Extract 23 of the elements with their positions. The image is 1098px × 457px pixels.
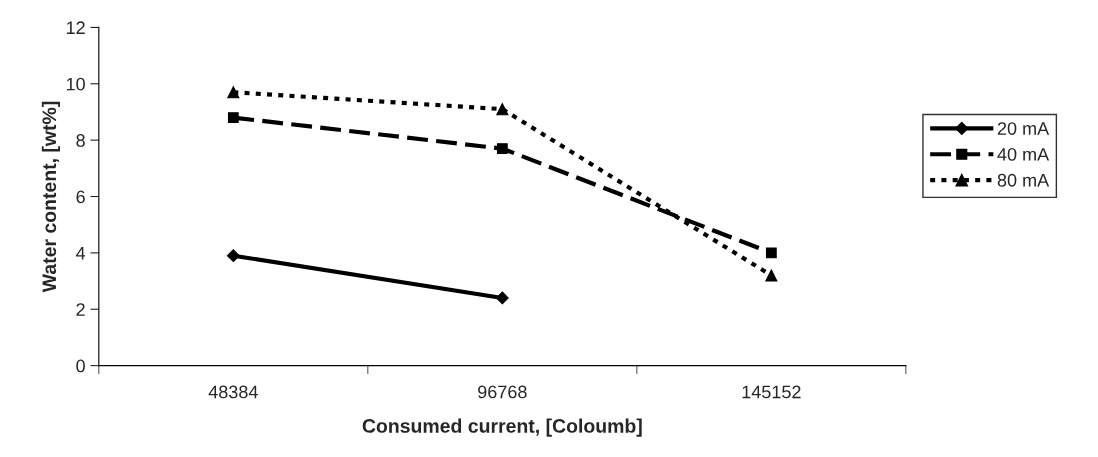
point [765, 269, 778, 282]
point [765, 247, 777, 259]
point [496, 143, 508, 154]
point [227, 112, 239, 123]
point [227, 86, 240, 99]
y-tick-label: 6 [76, 190, 85, 204]
point [226, 249, 240, 263]
y-axis-title: Water content, [wt%] [41, 101, 60, 293]
point [496, 103, 509, 116]
legend-label: 80 mA [997, 173, 1050, 187]
y-tick-label: 4 [76, 246, 86, 260]
x-tick-label: 48384 [208, 385, 258, 399]
point [495, 291, 509, 305]
y-tick-label: 8 [76, 134, 85, 147]
y-tick-label: 2 [76, 303, 85, 316]
legend-label: 40 mA [997, 147, 1050, 161]
x-axis-title: Consumed current, [Coloumb] [362, 418, 642, 437]
y-tick-label: 0 [76, 359, 85, 373]
x-tick-label: 145152 [742, 385, 801, 399]
x-tick-label: 96768 [478, 385, 527, 399]
y-tick-label: 10 [66, 77, 85, 91]
legend-label: 20 mA [997, 122, 1050, 135]
y-tick-label: 12 [66, 21, 85, 34]
